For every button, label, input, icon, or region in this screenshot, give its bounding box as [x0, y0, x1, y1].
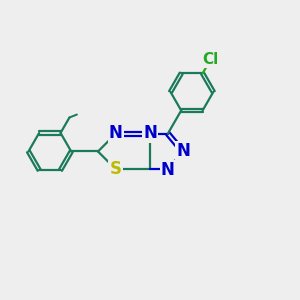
Text: N: N — [176, 142, 190, 160]
Text: Cl: Cl — [203, 52, 219, 67]
Text: N: N — [109, 124, 123, 142]
Text: S: S — [110, 160, 122, 178]
Text: N: N — [161, 161, 175, 179]
Text: N: N — [143, 124, 157, 142]
